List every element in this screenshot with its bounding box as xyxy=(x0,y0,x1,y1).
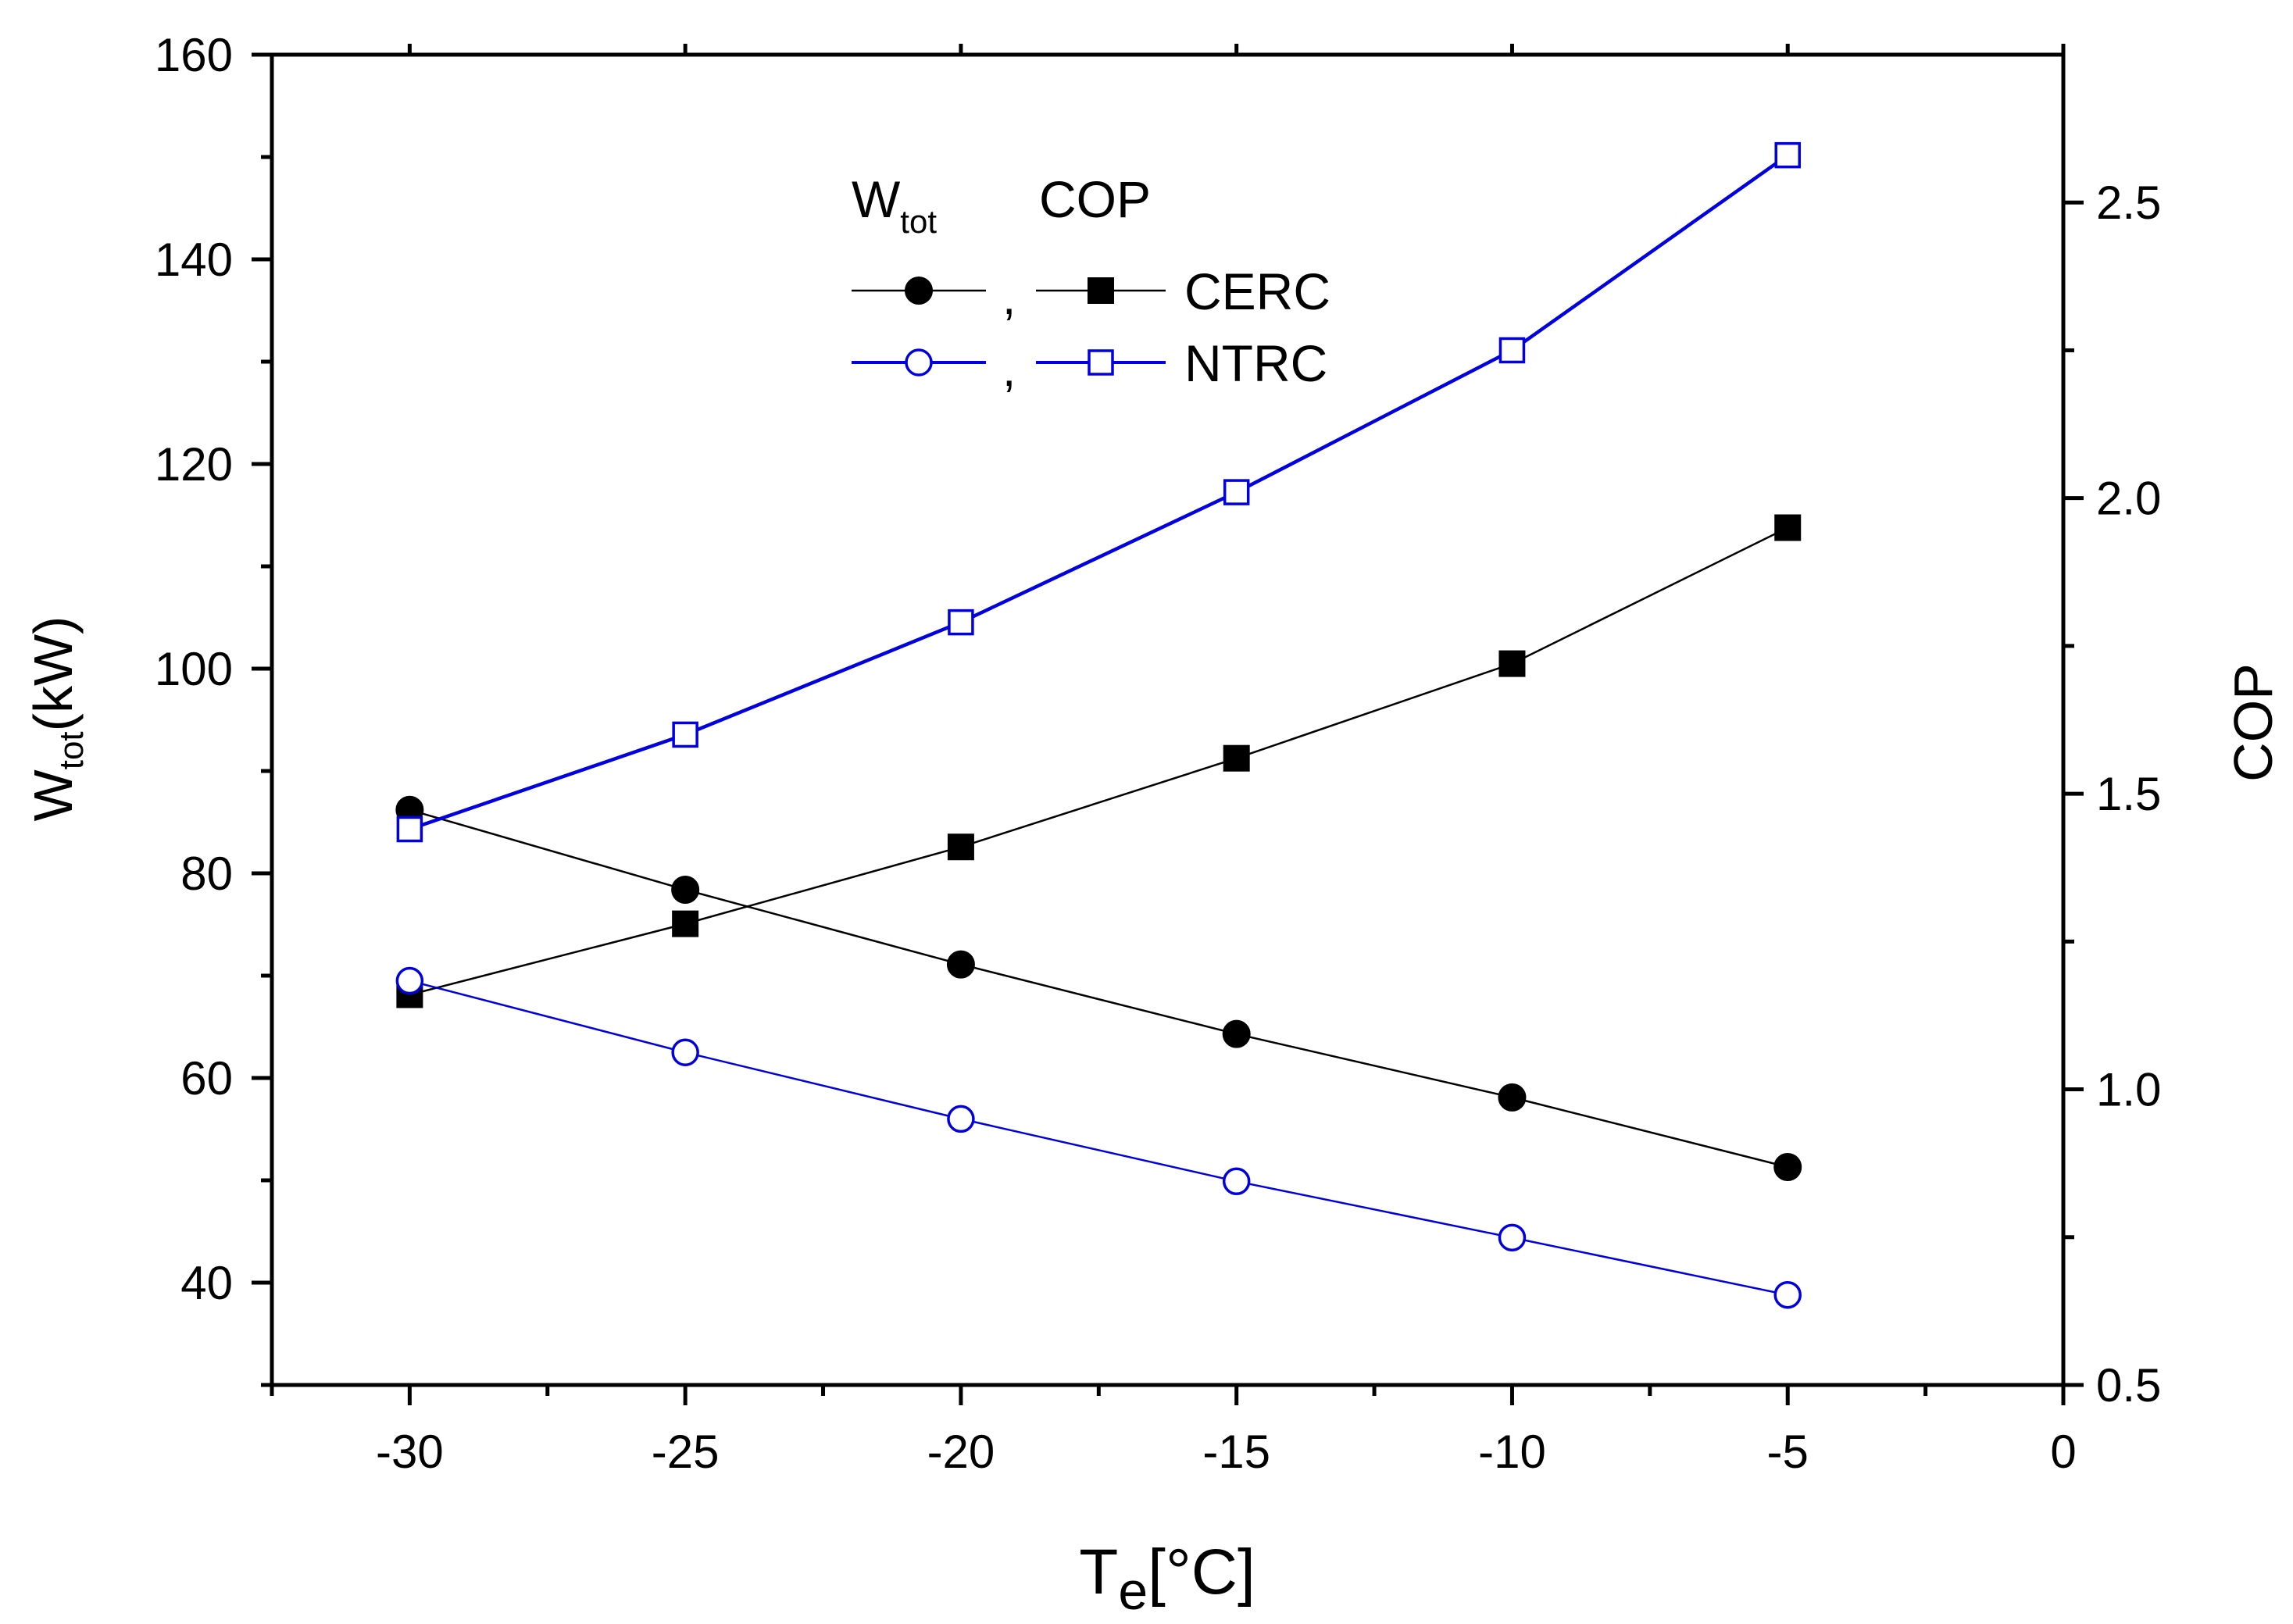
data-point xyxy=(1498,1223,1527,1252)
legend-label: NTRC xyxy=(1184,334,1327,392)
legend-marker xyxy=(905,277,933,305)
series-cerc-w-tot xyxy=(395,795,1802,1181)
y-right-axis-ticks: 0.5 1.0 1.5 2.0 2.5 xyxy=(2063,177,2161,1412)
series-line xyxy=(409,980,1788,1296)
legend: Wtot COP , CERC, NTRC xyxy=(852,170,1330,397)
x-axis-ticks: -30 -25 -20 -15 -10 -5 0 xyxy=(270,44,2077,1478)
data-point xyxy=(946,950,975,979)
data-point xyxy=(671,875,700,904)
series-line xyxy=(409,153,1789,831)
legend-row-cerc: , CERC xyxy=(852,262,1330,325)
data-point xyxy=(1498,337,1526,364)
data-point xyxy=(1498,650,1526,677)
data-point xyxy=(1222,1019,1251,1048)
legend-header-wtot: Wtot xyxy=(852,170,937,240)
x-tick-label: -15 xyxy=(1202,1426,1270,1478)
data-point xyxy=(1498,1083,1527,1112)
y-left-axis-ticks: 40 60 80 100 120 140 160 xyxy=(155,29,272,1387)
data-point xyxy=(672,721,698,748)
data-point xyxy=(947,1105,975,1133)
y-right-tick-label: 0.5 xyxy=(2096,1359,2161,1412)
x-tick-label: -20 xyxy=(927,1426,995,1478)
data-point xyxy=(395,966,424,995)
y-left-tick-label: 100 xyxy=(155,643,233,695)
legend-marker xyxy=(905,348,933,377)
data-point xyxy=(1774,141,1801,169)
data-point xyxy=(671,1038,699,1066)
legend-separator: , xyxy=(1002,343,1016,397)
series-ntrc-w-tot xyxy=(395,966,1802,1309)
series-cerc-cop xyxy=(396,514,1802,1008)
data-point xyxy=(396,816,423,843)
y-left-tick-label: 120 xyxy=(155,438,233,491)
plot-area xyxy=(270,52,2066,1387)
y-left-tick-label: 140 xyxy=(155,234,233,286)
x-tick-label: -5 xyxy=(1767,1426,1809,1478)
y-right-axis-label: COP xyxy=(2223,663,2284,782)
series-line xyxy=(409,526,1788,996)
data-point xyxy=(1774,514,1802,541)
data-point xyxy=(1223,744,1250,772)
legend-separator: , xyxy=(1002,271,1016,325)
y-right-tick-label: 2.5 xyxy=(2096,177,2161,229)
y-left-tick-label: 160 xyxy=(155,29,233,81)
data-point xyxy=(1773,1280,1802,1309)
y-right-tick-label: 2.0 xyxy=(2096,473,2161,525)
x-tick-label: -30 xyxy=(376,1426,444,1478)
x-axis-label: Te[°C] xyxy=(1079,1537,1255,1621)
legend-marker xyxy=(1088,277,1114,304)
y-left-tick-label: 40 xyxy=(180,1257,233,1309)
x-tick-label: 0 xyxy=(2050,1426,2076,1478)
data-point xyxy=(672,910,699,937)
x-tick-label: -10 xyxy=(1478,1426,1546,1478)
series-layer xyxy=(395,141,1802,1309)
legend-row-ntrc: , NTRC xyxy=(852,334,1327,397)
series-ntrc-cop xyxy=(396,141,1801,843)
data-point xyxy=(948,609,974,636)
x-tick-label: -25 xyxy=(652,1426,720,1478)
y-left-tick-label: 80 xyxy=(180,848,233,900)
legend-marker xyxy=(1088,349,1114,376)
y-right-tick-label: 1.5 xyxy=(2096,768,2161,820)
data-point xyxy=(947,833,974,861)
series-line xyxy=(409,808,1788,1169)
y-left-axis-label: Wtot(kW) xyxy=(23,616,91,822)
legend-label: CERC xyxy=(1184,262,1330,320)
legend-header-cop: COP xyxy=(1039,170,1151,228)
data-point xyxy=(1773,1152,1802,1181)
data-point xyxy=(1222,1167,1251,1196)
y-right-tick-label: 1.0 xyxy=(2096,1064,2161,1116)
y-left-tick-label: 60 xyxy=(180,1052,233,1105)
data-point xyxy=(1223,479,1250,505)
